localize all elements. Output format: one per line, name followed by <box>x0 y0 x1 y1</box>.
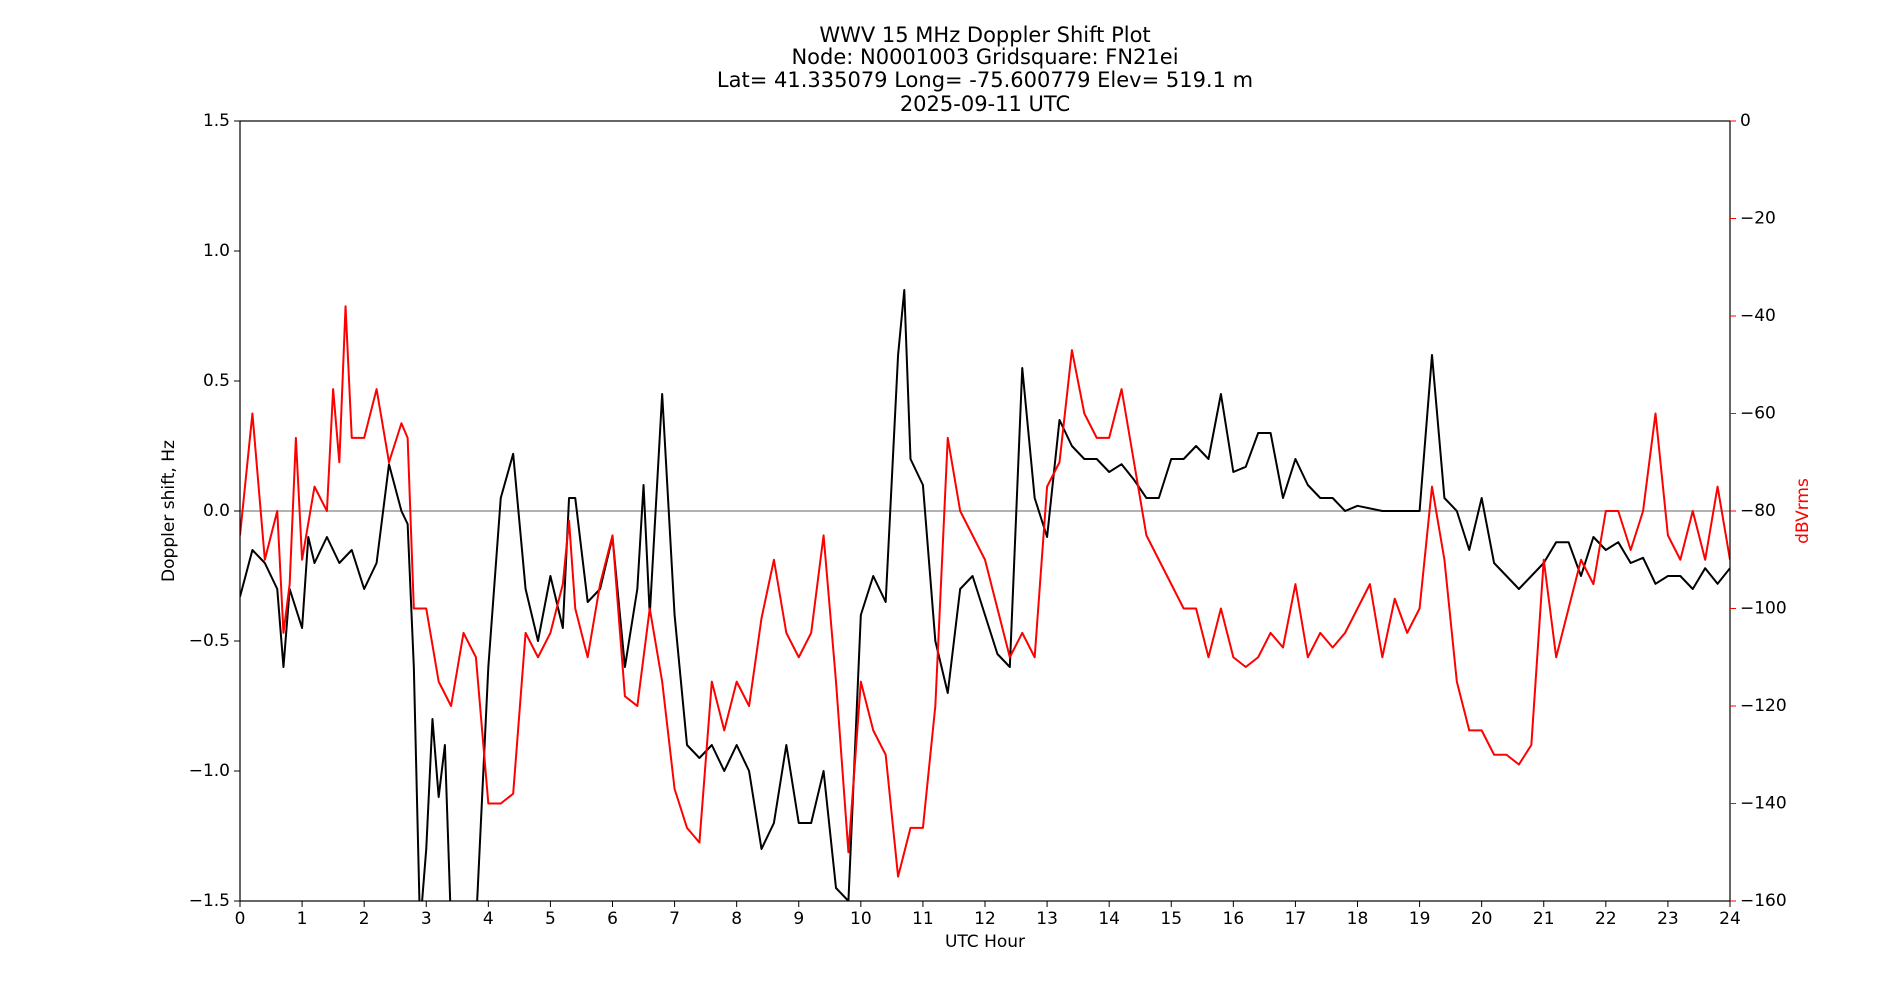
y2-axis-label: dBVrms <box>1793 478 1813 544</box>
y-axis-label: Doppler shift, Hz <box>159 440 179 582</box>
x-tick-label: 17 <box>1285 909 1307 929</box>
chart-subtitle: Node: N0001003 Gridsquare: FN21ei <box>791 45 1178 69</box>
chart-title: WWV 15 MHz Doppler Shift Plot <box>819 23 1150 47</box>
y2-tick-label: −60 <box>1740 404 1776 424</box>
x-tick-label: 7 <box>669 909 680 929</box>
x-tick-label: 2 <box>359 909 370 929</box>
x-tick-label: 1 <box>297 909 308 929</box>
y2-tick-label: −80 <box>1740 501 1776 521</box>
y-tick-label: 1.0 <box>203 241 230 261</box>
x-tick-label: 18 <box>1347 909 1369 929</box>
x-axis-label: UTC Hour <box>945 932 1025 952</box>
x-tick-label: 3 <box>421 909 432 929</box>
x-tick-label: 0 <box>235 909 246 929</box>
y2-tick-label: −140 <box>1740 794 1787 814</box>
plot-area <box>240 289 1730 901</box>
y-tick-label: 0.5 <box>203 371 230 391</box>
chart-subtitle: Lat= 41.335079 Long= -75.600779 Elev= 51… <box>717 68 1253 92</box>
y-tick-label: −0.5 <box>189 631 230 651</box>
y-tick-label: 0.0 <box>203 501 230 521</box>
x-tick-label: 8 <box>731 909 742 929</box>
x-tick-label: 4 <box>483 909 494 929</box>
y2-tick-label: −40 <box>1740 306 1776 326</box>
y-tick-label: 1.5 <box>203 111 230 131</box>
x-tick-label: 5 <box>545 909 556 929</box>
x-tick-label: 22 <box>1595 909 1617 929</box>
y-tick-label: −1.0 <box>189 761 230 781</box>
y2-tick-label: −100 <box>1740 599 1787 619</box>
x-tick-label: 11 <box>912 909 934 929</box>
x-tick-label: 20 <box>1471 909 1493 929</box>
chart-subtitle: 2025-09-11 UTC <box>900 92 1070 116</box>
y-tick-label: −1.5 <box>189 891 230 911</box>
x-tick-label: 19 <box>1409 909 1431 929</box>
x-tick-label: 13 <box>1036 909 1058 929</box>
x-tick-label: 14 <box>1098 909 1120 929</box>
y2-tick-label: 0 <box>1740 111 1751 131</box>
x-tick-label: 23 <box>1657 909 1679 929</box>
x-tick-label: 24 <box>1719 909 1741 929</box>
x-tick-label: 9 <box>793 909 804 929</box>
x-tick-label: 12 <box>974 909 996 929</box>
series-line <box>240 289 1730 901</box>
x-tick-label: 15 <box>1160 909 1182 929</box>
x-tick-label: 21 <box>1533 909 1555 929</box>
y2-tick-label: −120 <box>1740 696 1787 716</box>
x-tick-label: 10 <box>850 909 872 929</box>
series-line <box>240 305 1730 878</box>
y2-tick-label: −20 <box>1740 209 1776 229</box>
y2-tick-label: −160 <box>1740 891 1787 911</box>
x-tick-label: 6 <box>607 909 618 929</box>
x-tick-label: 16 <box>1223 909 1245 929</box>
